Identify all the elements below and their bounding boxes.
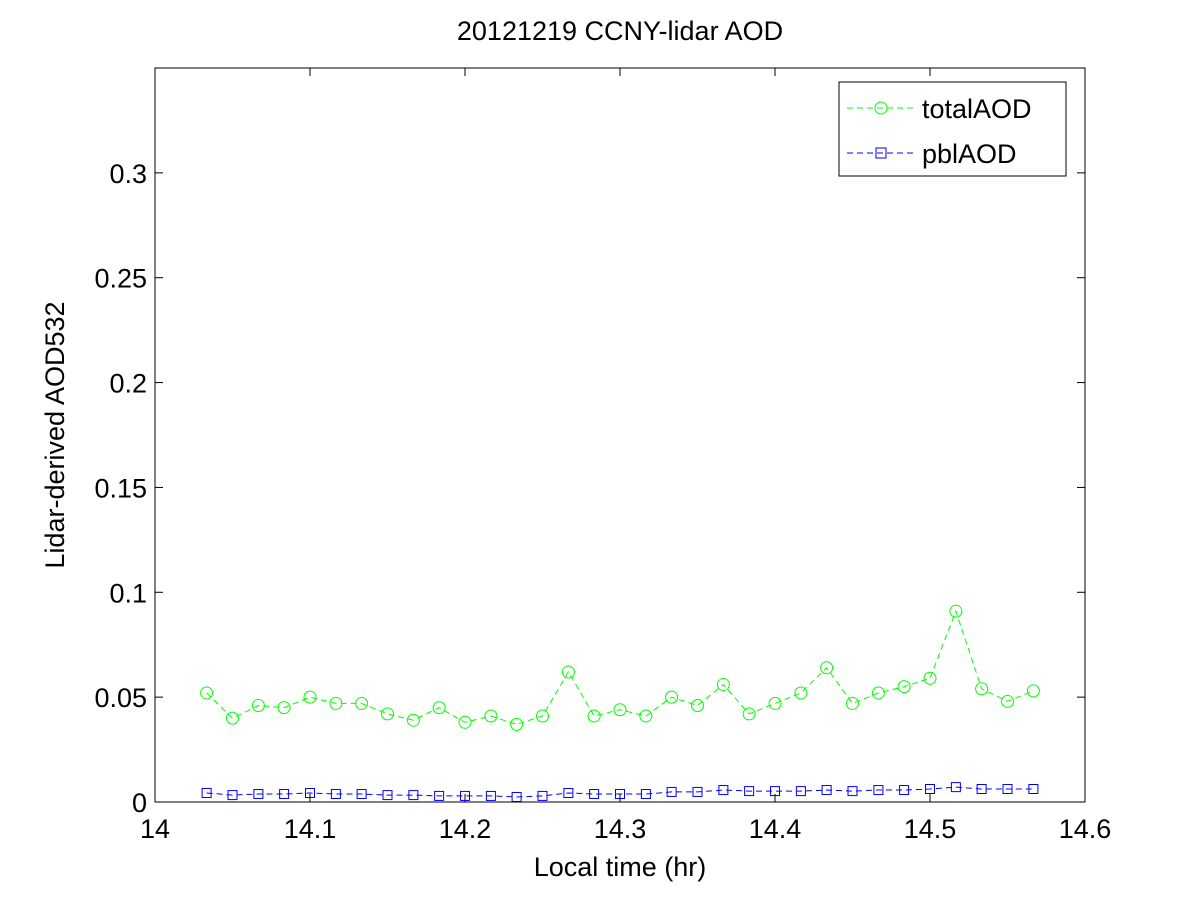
legend-label-pbl: pblAOD [922, 139, 1017, 169]
data-point [613, 703, 627, 717]
data-point [200, 686, 214, 700]
data-point [691, 699, 704, 713]
data-point [897, 680, 911, 694]
data-point [768, 696, 782, 710]
data-point [873, 785, 884, 796]
x-tick-label: 14.1 [284, 814, 337, 844]
data-point [821, 785, 832, 796]
data-point [226, 711, 239, 725]
series-pblAOD [201, 782, 1039, 802]
x-tick-label: 14.4 [749, 814, 802, 844]
data-point [976, 783, 987, 794]
data-point [382, 790, 393, 801]
data-point [744, 786, 755, 797]
data-point [537, 790, 548, 801]
data-point [899, 785, 910, 796]
data-point [589, 789, 600, 800]
y-tick-label: 0.05 [94, 683, 147, 713]
data-point [871, 686, 885, 700]
data-point [251, 699, 265, 713]
data-point [563, 787, 574, 798]
data-point [458, 715, 472, 729]
data-point [1001, 694, 1014, 708]
legend-circle-marker-icon [874, 101, 888, 115]
data-point [742, 707, 756, 721]
data-point [485, 790, 496, 801]
data-point [795, 786, 806, 797]
data-point [536, 709, 549, 723]
data-point [820, 661, 834, 675]
data-point [923, 671, 937, 685]
legend-box [838, 81, 1067, 177]
chart-title: 20121219 CCNY-lidar AOD [457, 16, 783, 46]
data-point [460, 790, 470, 801]
data-point [692, 786, 703, 797]
x-tick-label: 14.2 [439, 814, 492, 844]
data-point [794, 686, 808, 700]
data-point [201, 787, 212, 798]
legend-label-total: totalAOD [922, 94, 1032, 124]
y-tick-label: 0.15 [94, 473, 147, 503]
series-totalAOD [200, 604, 1040, 731]
data-point [434, 790, 445, 801]
data-point [950, 782, 961, 793]
data-point [615, 789, 625, 800]
data-point [303, 690, 317, 704]
data-point [639, 709, 653, 723]
y-tick-label: 0.2 [109, 369, 147, 399]
data-point [1028, 783, 1039, 794]
data-point [975, 682, 989, 696]
data-point [279, 789, 290, 800]
data-point [305, 787, 315, 798]
data-point [949, 604, 963, 618]
data-point [408, 790, 419, 801]
data-point [355, 696, 369, 710]
legend: totalAOD pblAOD [838, 81, 1067, 177]
y-tick-label: 0.3 [109, 159, 147, 189]
data-point [846, 696, 859, 710]
data-point [847, 786, 858, 797]
data-point [640, 789, 651, 800]
data-point [356, 789, 367, 800]
plot-area-frame [154, 67, 1086, 803]
data-point [227, 790, 238, 801]
data-point [716, 678, 730, 692]
data-point [666, 786, 677, 797]
data-point [406, 713, 420, 727]
x-tick-label: 14 [140, 814, 170, 844]
data-point [330, 789, 341, 800]
data-point [484, 709, 498, 723]
data-point [1026, 684, 1040, 698]
data-point [718, 785, 729, 796]
data-point [561, 665, 575, 679]
data-point [381, 707, 394, 721]
y-tick-label: 0.25 [94, 264, 147, 294]
data-point [770, 786, 780, 797]
data-point [510, 717, 524, 731]
series-line [206, 609, 1034, 725]
data-point [277, 701, 291, 715]
data-point [587, 709, 601, 723]
y-tick-label: 0 [132, 788, 147, 818]
data-point [432, 701, 446, 715]
data-point [1002, 783, 1013, 794]
data-point [925, 783, 935, 794]
legend-square-marker-icon [875, 147, 887, 159]
series-line [206, 786, 1034, 798]
data-point [329, 696, 343, 710]
x-tick-label: 14.6 [1059, 814, 1112, 844]
y-axis-label: Lidar-derived AOD532 [40, 301, 70, 568]
data-point [665, 690, 679, 704]
data-point [253, 789, 264, 800]
y-tick-label: 0.1 [109, 578, 147, 608]
x-tick-label: 14.3 [594, 814, 647, 844]
x-tick-label: 14.5 [904, 814, 957, 844]
data-point [511, 791, 522, 802]
x-axis-label: Local time (hr) [534, 852, 707, 882]
